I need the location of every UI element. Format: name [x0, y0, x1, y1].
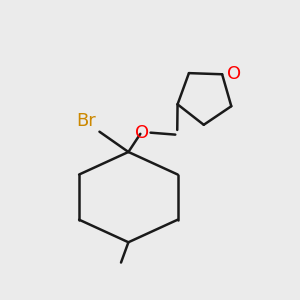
Text: O: O — [135, 124, 149, 142]
Text: Br: Br — [76, 112, 96, 130]
Text: O: O — [227, 65, 241, 83]
